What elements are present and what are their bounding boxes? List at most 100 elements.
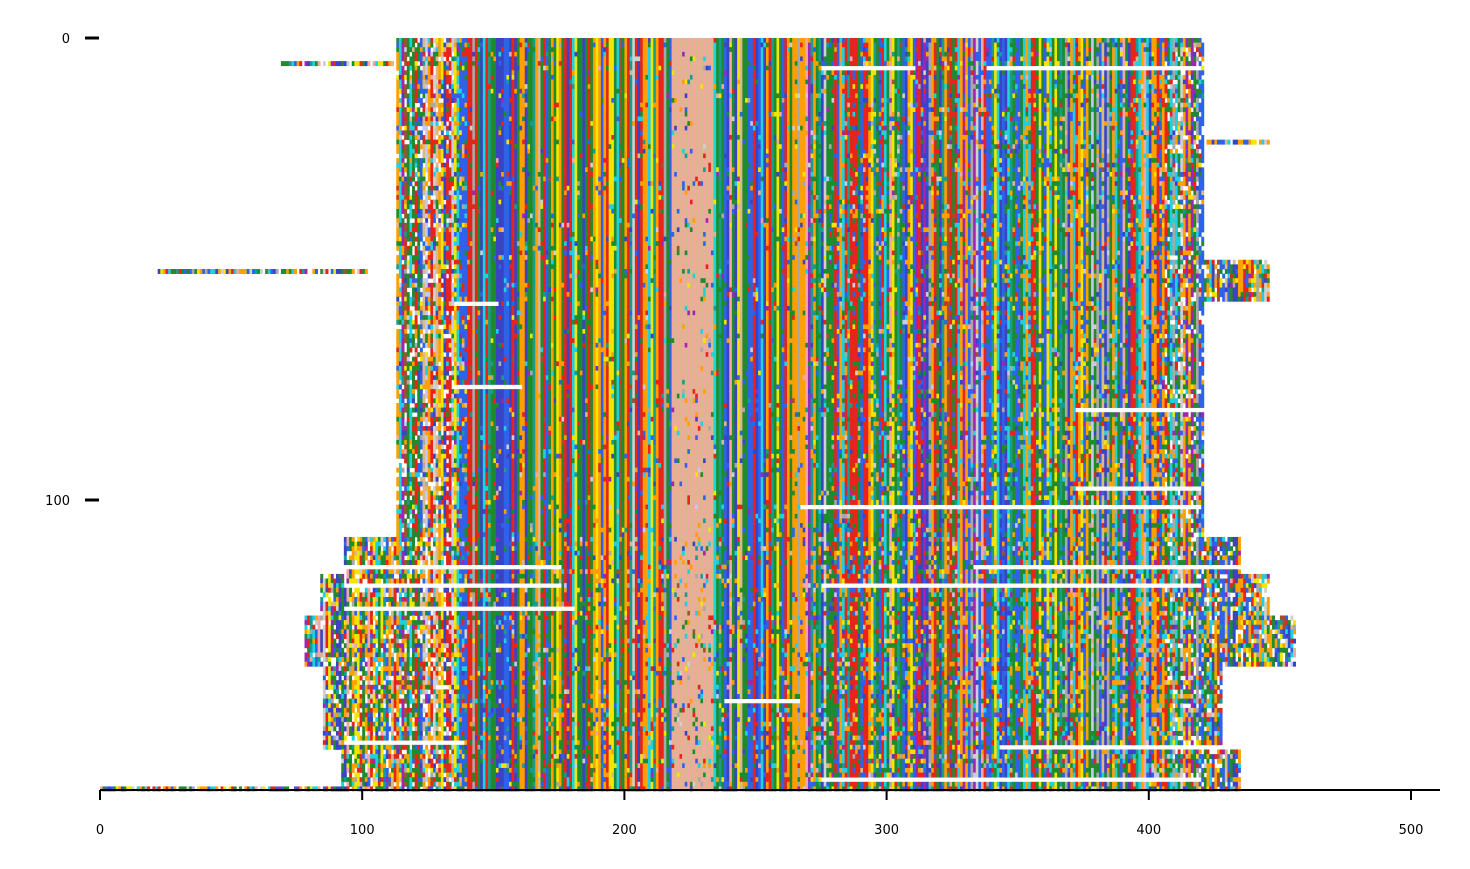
- heatmap-cell: [491, 43, 494, 48]
- heatmap-cell: [561, 52, 564, 57]
- heatmap-cell: [685, 56, 688, 61]
- heatmap-cell: [1144, 47, 1147, 52]
- heatmap-cell: [590, 66, 593, 71]
- heatmap-cell: [669, 47, 672, 52]
- heatmap-cell: [1123, 70, 1126, 75]
- heatmap-cell: [1078, 38, 1081, 43]
- heatmap-cell: [876, 56, 879, 61]
- heatmap-cell: [577, 70, 580, 75]
- heatmap-cell: [425, 38, 428, 43]
- heatmap-cell: [556, 61, 559, 66]
- heatmap-cell: [622, 70, 625, 75]
- heatmap-cell: [367, 61, 370, 66]
- heatmap-cell: [1104, 52, 1107, 57]
- heatmap-cell: [425, 70, 428, 75]
- heatmap-cell: [984, 70, 987, 75]
- heatmap-cell: [690, 47, 693, 52]
- heatmap-cell: [530, 75, 533, 80]
- heatmap-cell: [499, 75, 502, 80]
- heatmap-cell: [328, 61, 331, 66]
- heatmap-cell: [897, 52, 900, 57]
- heatmap-cell: [556, 52, 559, 57]
- heatmap-cell: [1026, 38, 1029, 43]
- heatmap-cell: [402, 75, 405, 80]
- heatmap-cell: [1078, 56, 1081, 61]
- heatmap-cell: [506, 75, 509, 80]
- heatmap-cell: [420, 70, 423, 75]
- heatmap-cell: [522, 43, 525, 48]
- heatmap-cell: [811, 52, 814, 57]
- heatmap-cell: [1060, 43, 1063, 48]
- heatmap-cell: [656, 66, 659, 71]
- heatmap-cell: [551, 70, 554, 75]
- heatmap-cell: [1149, 70, 1152, 75]
- heatmap-cell: [1104, 38, 1107, 43]
- heatmap-cell: [1036, 70, 1039, 75]
- heatmap-cell: [1125, 47, 1128, 52]
- heatmap-cell: [1144, 43, 1147, 48]
- heatmap-cell: [936, 70, 939, 75]
- heatmap-cell: [674, 70, 677, 75]
- heatmap-cell: [1141, 52, 1144, 57]
- heatmap-cell: [585, 70, 588, 75]
- heatmap-cell: [423, 56, 426, 61]
- heatmap-cell: [643, 70, 646, 75]
- heatmap-cell: [1130, 38, 1133, 43]
- heatmap-cell: [669, 43, 672, 48]
- heatmap-cell: [441, 66, 444, 71]
- heatmap-cell: [478, 38, 481, 43]
- heatmap-cell: [1180, 61, 1183, 66]
- heatmap-cell: [598, 75, 601, 80]
- heatmap-cell: [619, 66, 622, 71]
- heatmap-cell: [792, 38, 795, 43]
- heatmap-cell: [826, 56, 829, 61]
- heatmap-cell: [803, 70, 806, 75]
- heatmap-cell: [446, 61, 449, 66]
- heatmap-cell: [504, 52, 507, 57]
- heatmap-cell: [1125, 38, 1128, 43]
- heatmap-cell: [585, 66, 588, 71]
- heatmap-cell: [753, 75, 756, 80]
- heatmap-cell: [1159, 38, 1162, 43]
- heatmap-cell: [284, 61, 287, 66]
- heatmap-cell: [908, 43, 911, 48]
- heatmap-cell: [879, 56, 882, 61]
- heatmap-cell: [517, 56, 520, 61]
- heatmap-cell: [1167, 43, 1170, 48]
- heatmap-cell: [1199, 47, 1202, 52]
- heatmap-cell: [721, 52, 724, 57]
- heatmap-cell: [1112, 43, 1115, 48]
- heatmap-cell: [459, 56, 462, 61]
- heatmap-cell: [1201, 43, 1204, 48]
- heatmap-cell: [750, 52, 753, 57]
- heatmap-cell: [1081, 70, 1084, 75]
- heatmap-cell: [753, 52, 756, 57]
- heatmap-cell: [404, 56, 407, 61]
- heatmap-cell: [1015, 43, 1018, 48]
- heatmap-cell: [921, 66, 924, 71]
- heatmap-cell: [881, 61, 884, 66]
- heatmap-cell: [483, 43, 486, 48]
- heatmap-cell: [997, 56, 1000, 61]
- heatmap-cell: [1070, 38, 1073, 43]
- heatmap-cell: [884, 43, 887, 48]
- heatmap-cell: [921, 43, 924, 48]
- heatmap-cell: [514, 56, 517, 61]
- heatmap-cell: [624, 47, 627, 52]
- heatmap-cell: [939, 52, 942, 57]
- heatmap-cell: [554, 43, 557, 48]
- heatmap-cell: [1120, 38, 1123, 43]
- heatmap-cell: [1083, 52, 1086, 57]
- heatmap-cell: [965, 70, 968, 75]
- heatmap-cell: [509, 66, 512, 71]
- heatmap-cell: [735, 75, 738, 80]
- heatmap-cell: [603, 52, 606, 57]
- heatmap-cell: [1102, 43, 1105, 48]
- heatmap-cell: [1075, 47, 1078, 52]
- heatmap-cell: [611, 56, 614, 61]
- heatmap-cell: [1094, 43, 1097, 48]
- heatmap-row: [396, 75, 1201, 80]
- heatmap-cell: [698, 47, 701, 52]
- heatmap-cell: [677, 52, 680, 57]
- heatmap-cell: [551, 56, 554, 61]
